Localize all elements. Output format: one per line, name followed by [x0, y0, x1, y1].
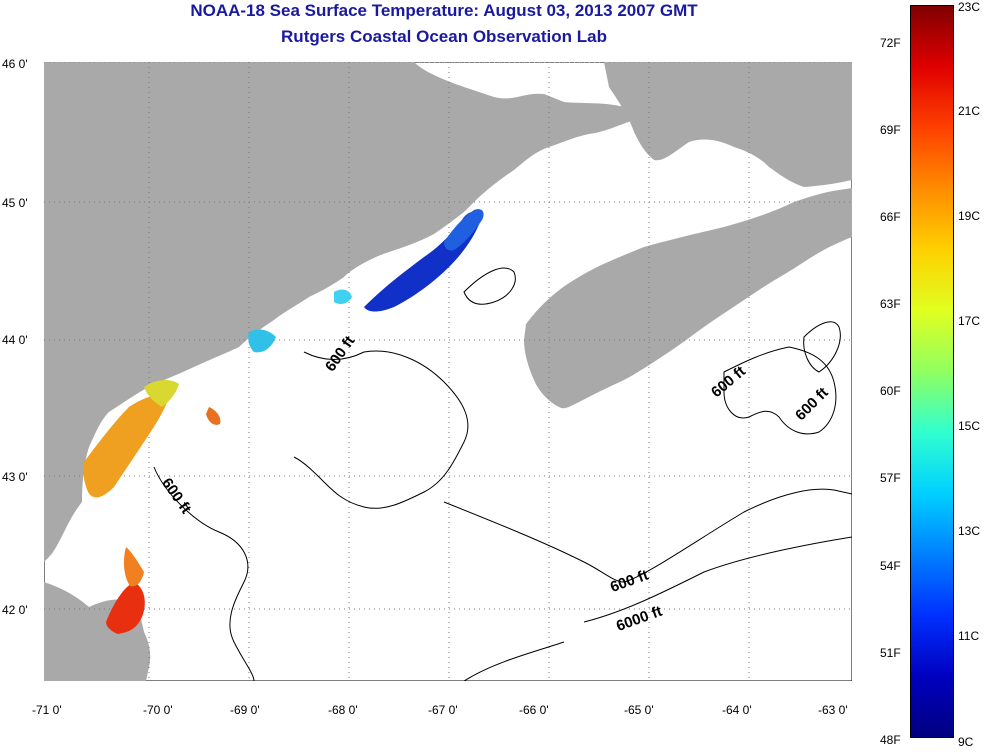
longitude-label-64: -64 0' — [722, 703, 752, 717]
latitude-label-46: 46 0' — [2, 57, 28, 71]
map-title: NOAA-18 Sea Surface Temperature: August … — [190, 1, 698, 20]
colorbar-label-51f: 51F — [880, 646, 901, 660]
new-brunswick-land — [604, 62, 852, 187]
contour-600ft-bank — [803, 321, 841, 373]
sst-data — [83, 209, 484, 634]
maine-new-england-land — [44, 62, 634, 562]
longitude-label-67: -67 0' — [428, 703, 458, 717]
nova-scotia-land — [524, 188, 852, 409]
longitude-label-65: -65 0' — [624, 703, 654, 717]
contour-600ft-west — [153, 466, 255, 681]
longitude-label-68: -68 0' — [328, 703, 358, 717]
colorbar-label-60f: 60F — [880, 384, 901, 398]
colorbar-label-57f: 57F — [880, 471, 901, 485]
latitude-label-42: 42 0' — [2, 603, 28, 617]
colorbar-label-69f: 69F — [880, 123, 901, 137]
contour-600ft-central — [293, 350, 469, 509]
colorbar-label-17c: 17C — [958, 314, 981, 328]
sst-map — [44, 62, 852, 681]
colorbar-label-48f: 48F — [880, 733, 901, 747]
temperature-colorbar — [910, 5, 954, 738]
colorbar-label-54f: 54F — [880, 559, 901, 573]
sst-swath-saco-patch — [206, 407, 221, 425]
colorbar-label-13c: 13C — [958, 524, 981, 538]
longitude-label-70: -70 0' — [143, 703, 173, 717]
colorbar-label-9c: 9C — [958, 735, 974, 749]
contour-6000ft-lower — [463, 641, 565, 681]
longitude-label-66: -66 0' — [519, 703, 549, 717]
graticule — [44, 62, 852, 681]
sst-swath-cape-ann — [123, 547, 144, 587]
colorbar-label-23c: 23C — [958, 0, 981, 14]
longitude-label-71: -71 0' — [32, 703, 62, 717]
colorbar-label-15c: 15C — [958, 419, 981, 433]
colorbar-label-11c: 11C — [958, 629, 980, 643]
contour-600ft-jordan-basin — [463, 267, 516, 305]
latitude-label-45: 45 0' — [2, 196, 28, 210]
longitude-label-69: -69 0' — [230, 703, 260, 717]
colorbar-label-19c: 19C — [958, 209, 981, 223]
bathymetry-contours — [153, 267, 852, 681]
colorbar-label-63f: 63F — [880, 297, 901, 311]
sst-swath-penobscot-cyan — [334, 289, 352, 305]
sst-swath-midcoast-cyan — [248, 329, 276, 353]
colorbar-label-66f: 66F — [880, 210, 901, 224]
latitude-label-43: 43 0' — [2, 470, 28, 484]
colorbar-label-72f: 72F — [880, 36, 901, 50]
longitude-label-63: -63 0' — [818, 703, 848, 717]
contour-600ft-georges — [443, 488, 852, 583]
map-subtitle: Rutgers Coastal Ocean Observation Lab — [281, 27, 607, 46]
contour-600ft-nova-scotia-east — [723, 346, 837, 435]
sst-swath-casco-bay — [144, 380, 179, 407]
latitude-label-44: 44 0' — [2, 333, 28, 347]
sst-swath-western-maine — [83, 395, 169, 498]
colorbar-label-21c: 21C — [958, 104, 981, 118]
contour-6000ft-slope — [583, 536, 852, 623]
sst-swath-massachusetts-bay — [106, 582, 145, 634]
sst-swath-bay-of-fundy-blue — [444, 209, 484, 251]
land-masses — [44, 62, 852, 681]
